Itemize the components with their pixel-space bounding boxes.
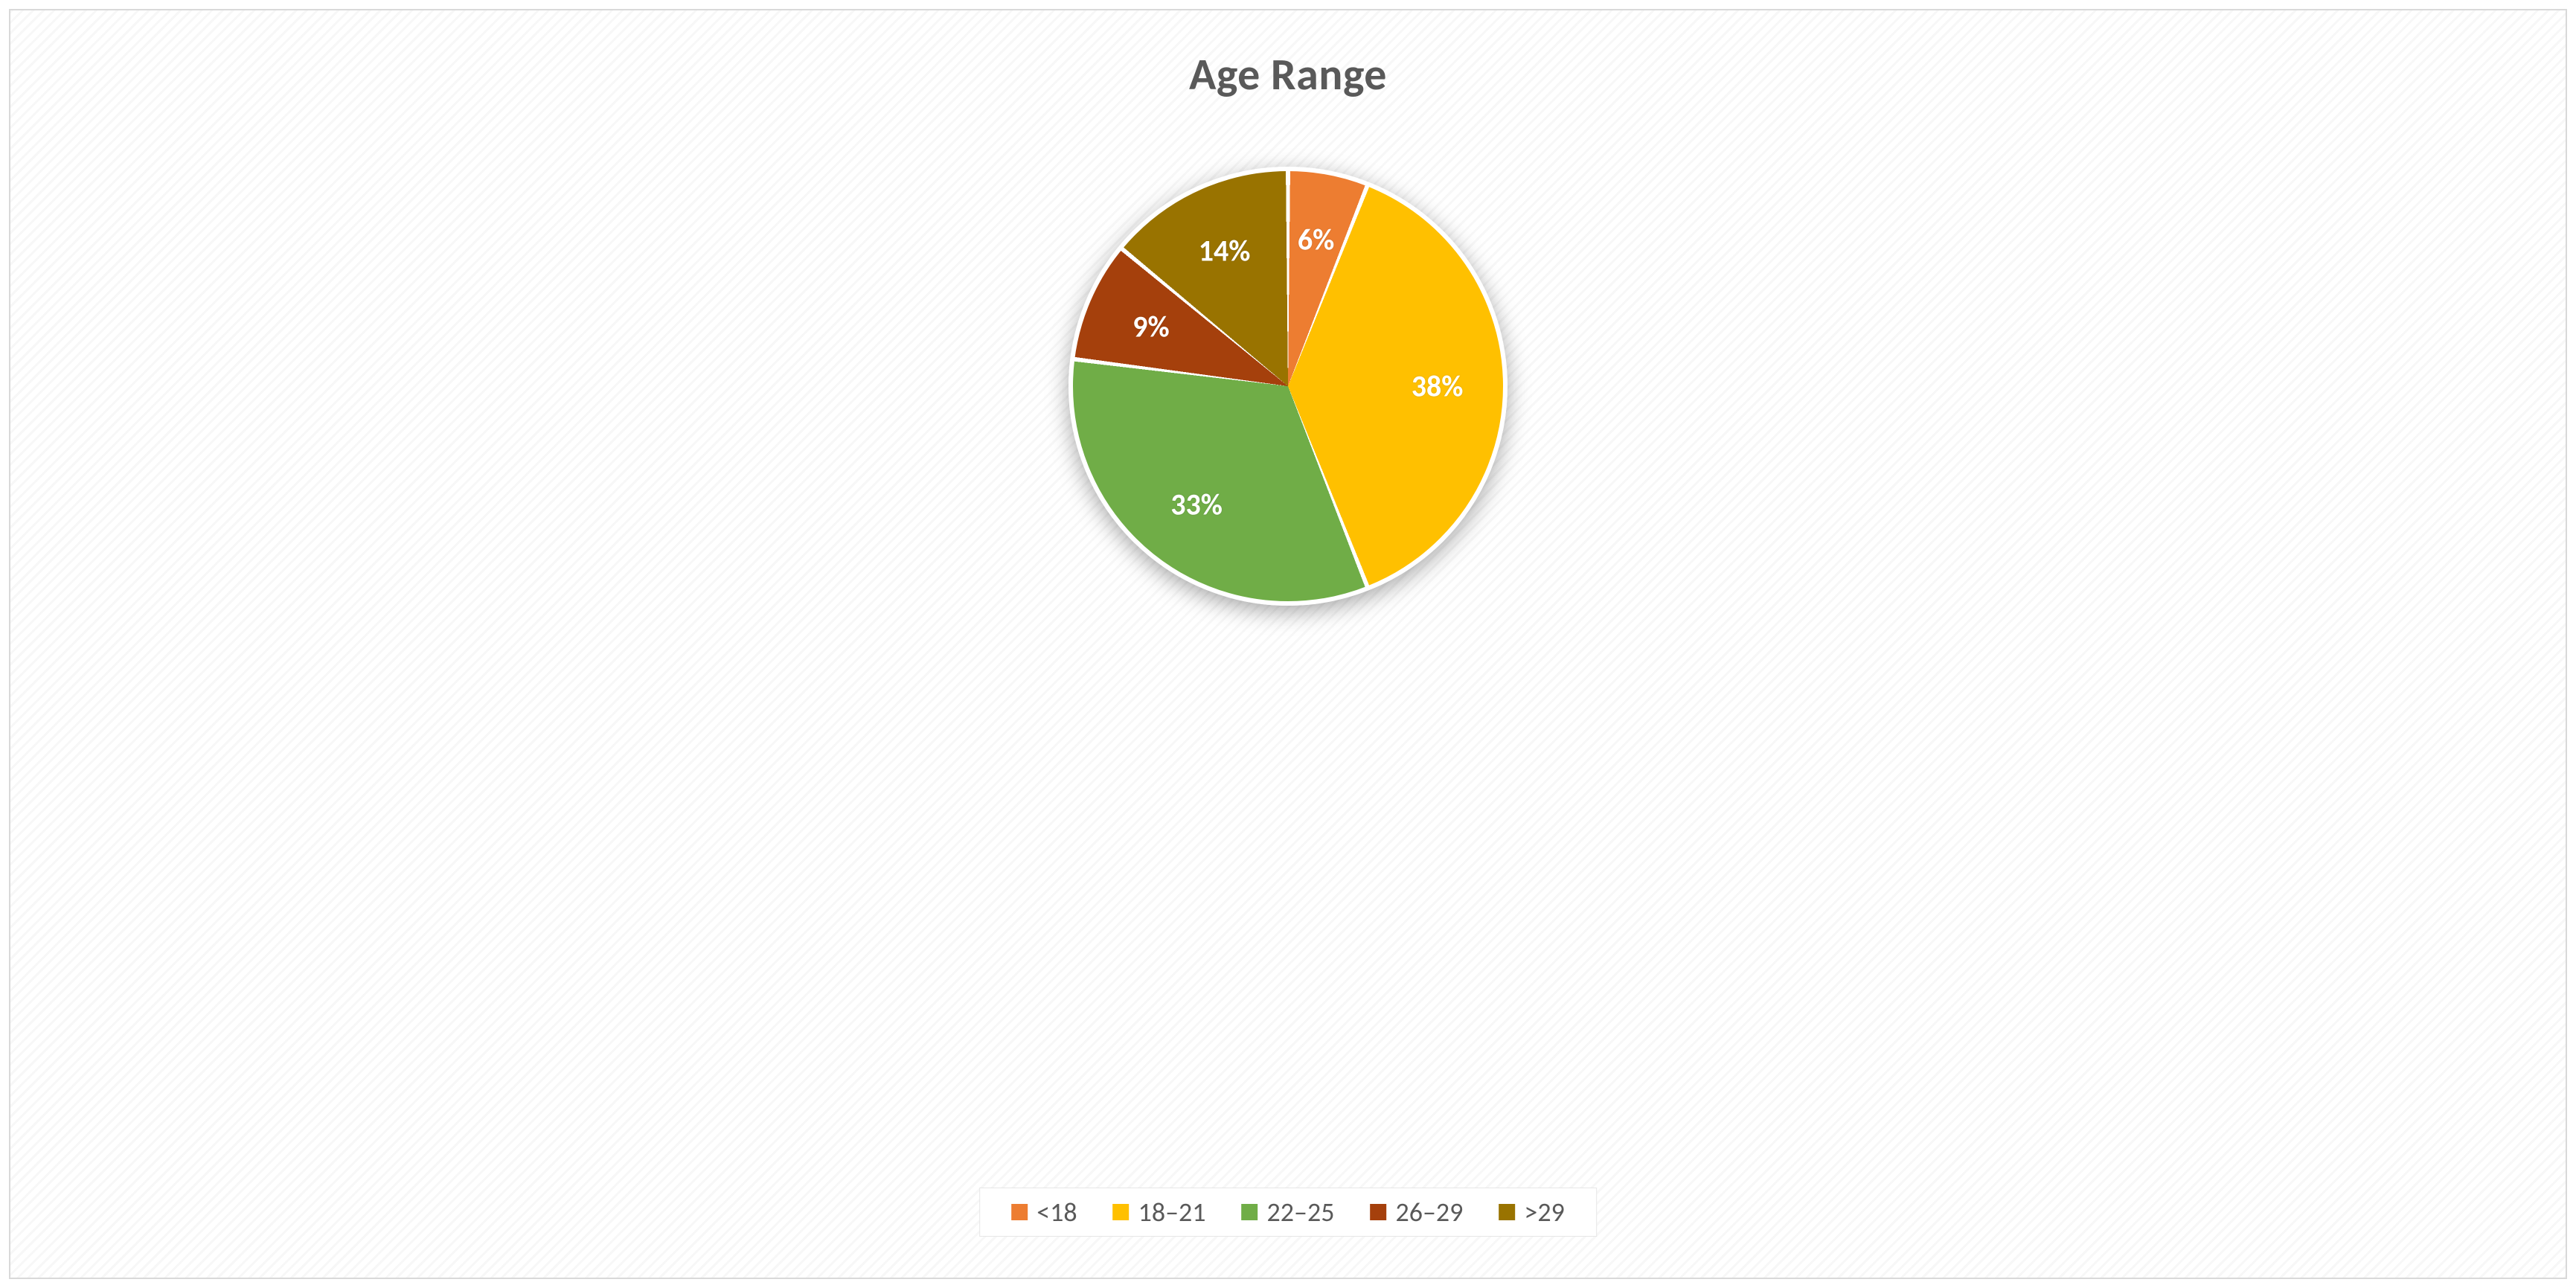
legend-swatch xyxy=(1499,1204,1515,1220)
legend-item: >29 xyxy=(1499,1196,1564,1228)
legend-swatch xyxy=(1011,1204,1028,1220)
chart-frame: Age Range 6% 38% 33% 9% 14% <18 18–21 22–25 26–… xyxy=(9,9,2567,1279)
chart-title: Age Range xyxy=(10,48,2566,102)
legend-swatch xyxy=(1370,1204,1386,1220)
slice-label: 9% xyxy=(1132,309,1169,345)
legend-item: 22–25 xyxy=(1242,1196,1335,1228)
legend-label: 22–25 xyxy=(1267,1196,1335,1228)
legend-item: 18–21 xyxy=(1113,1196,1206,1228)
legend-swatch xyxy=(1242,1204,1258,1220)
slice-label: 38% xyxy=(1412,368,1464,405)
legend: <18 18–21 22–25 26–29 >29 xyxy=(979,1188,1597,1237)
legend-item: 26–29 xyxy=(1370,1196,1463,1228)
legend-label: 18–21 xyxy=(1138,1196,1206,1228)
legend-label: <18 xyxy=(1037,1196,1077,1228)
slice-label: 14% xyxy=(1199,233,1251,269)
slice-label: 33% xyxy=(1170,486,1223,522)
slice-label: 6% xyxy=(1298,221,1334,257)
legend-item: <18 xyxy=(1011,1196,1077,1228)
legend-label: >29 xyxy=(1524,1196,1564,1228)
legend-swatch xyxy=(1113,1204,1130,1220)
legend-label: 26–29 xyxy=(1395,1196,1463,1228)
pie-chart: 6% 38% 33% 9% 14% xyxy=(1068,167,1508,606)
